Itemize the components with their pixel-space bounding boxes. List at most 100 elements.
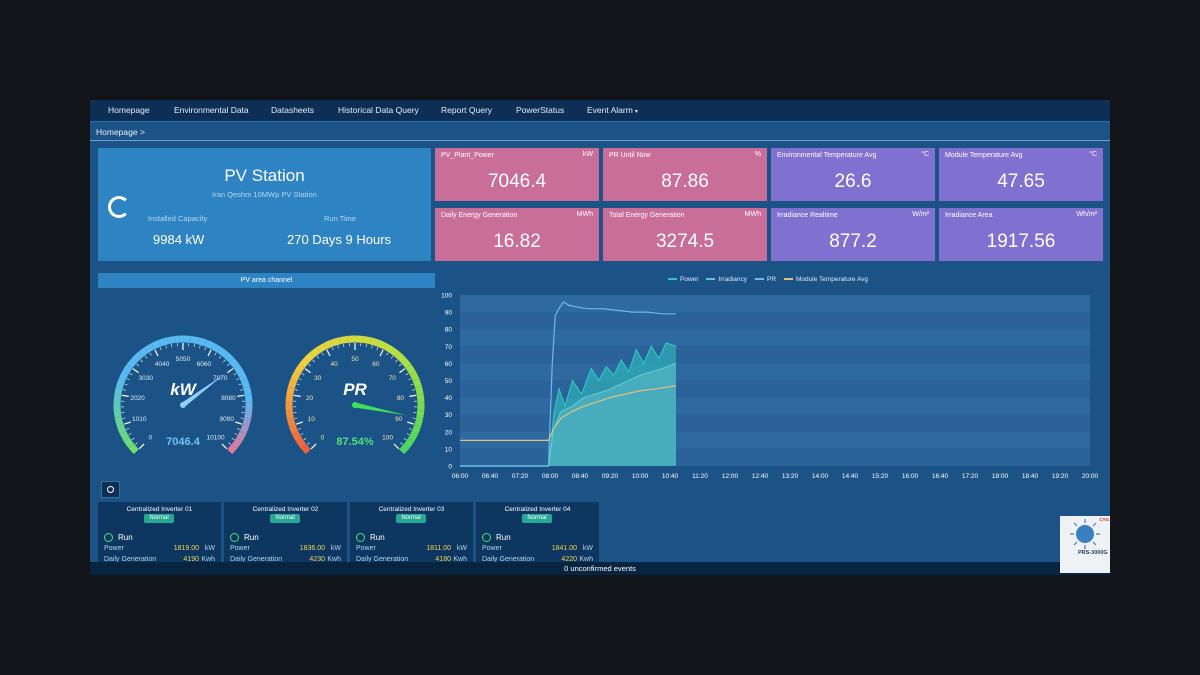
legend-item[interactable]: Irradiancy bbox=[706, 276, 747, 283]
pr-gauge-ring-segment bbox=[376, 339, 387, 350]
power-gauge-tick-mark bbox=[227, 368, 234, 374]
series-line-module-temperature-avg bbox=[460, 385, 677, 441]
pv-area-channel-button[interactable]: PV area channel bbox=[98, 273, 435, 288]
power-gauge-tick-mark bbox=[238, 383, 242, 386]
pr-gauge-tick-mark bbox=[379, 349, 384, 357]
power-gauge-tick-label: 2020 bbox=[130, 395, 145, 402]
daily-generation-label: Daily Generation bbox=[482, 556, 535, 563]
kpi-value: 7046.4 bbox=[487, 171, 547, 192]
nav-event-alarm[interactable]: Event Alarm ▾ bbox=[587, 105, 638, 115]
power-gauge-tick-mark bbox=[228, 442, 231, 445]
power-gauge-tick-mark bbox=[214, 352, 217, 356]
y-tick-label: 90 bbox=[445, 310, 453, 317]
pr-gauge-ring-segment bbox=[415, 386, 424, 396]
nav-historical-data-query[interactable]: Historical Data Query bbox=[338, 105, 419, 115]
nav-powerstatus[interactable]: PowerStatus bbox=[516, 105, 565, 115]
power-gauge-ring-segment bbox=[144, 343, 155, 354]
nav-homepage[interactable]: Homepage bbox=[108, 105, 150, 115]
pr-gauge-tick-label: 90 bbox=[395, 416, 403, 423]
pr-gauge-ring-segment bbox=[411, 424, 422, 435]
pr-gauge-ring-segment bbox=[404, 437, 415, 449]
power-gauge-ring-segment bbox=[128, 443, 139, 455]
kpi-label: Environmental Temperature Avg bbox=[777, 152, 877, 159]
kpi-value: 1917.56 bbox=[986, 231, 1056, 252]
power-gauge-tick-label: 1010 bbox=[132, 416, 147, 423]
pr-gauge-tick-mark bbox=[386, 352, 389, 356]
inverter-card-3[interactable]: Centralized Inverter 03 Normal Run Power 181… bbox=[350, 502, 473, 565]
power-gauge-tick-mark bbox=[207, 349, 212, 357]
power-gauge-ring-segment bbox=[122, 364, 133, 375]
pr-gauge-tick-mark bbox=[326, 349, 331, 357]
pr-gauge-tick-mark bbox=[337, 345, 339, 349]
power-label: Power bbox=[482, 545, 502, 552]
pr-gauge-tick-label: 10 bbox=[308, 416, 316, 423]
pr-gauge-tick-mark bbox=[412, 417, 416, 419]
kpi-label: Irradiance Realtime bbox=[777, 212, 838, 219]
power-gauge-ring-segment bbox=[123, 437, 134, 449]
pr-gauge-ring-segment bbox=[300, 443, 311, 455]
power-gauge-ring-segment bbox=[119, 431, 130, 442]
power-gauge-tick-label: 8080 bbox=[221, 395, 236, 402]
legend-item[interactable]: PR bbox=[754, 276, 776, 283]
pr-gauge-tick-mark bbox=[403, 437, 407, 441]
legend-swatch bbox=[706, 278, 716, 281]
power-gauge-tick-mark bbox=[240, 417, 244, 419]
pr-gauge-tick-label: 80 bbox=[397, 395, 405, 402]
nav-environmental-data[interactable]: Environmental Data bbox=[174, 105, 249, 115]
inverter-name: Centralized Inverter 03 bbox=[378, 506, 445, 513]
inverter-card-2[interactable]: Centralized Inverter 02 Normal Run Power 183… bbox=[224, 502, 347, 565]
power-gauge-ring-segment bbox=[158, 337, 169, 347]
legend-swatch bbox=[784, 278, 794, 281]
pr-gauge-tick-mark bbox=[400, 442, 403, 445]
kpi-unit: W/m² bbox=[912, 211, 929, 218]
pr-gauge-ring-segment bbox=[395, 352, 407, 363]
chart-band bbox=[460, 380, 1090, 398]
nav-datasheets[interactable]: Datasheets bbox=[271, 105, 314, 115]
pr-gauge-tick-mark bbox=[296, 383, 300, 386]
chart-band bbox=[460, 363, 1090, 381]
power-gauge-ring-segment bbox=[236, 431, 247, 442]
pr-gauge-tick-label: 70 bbox=[389, 375, 397, 382]
inverter-name: Centralized Inverter 04 bbox=[504, 506, 571, 513]
power-gauge-needle bbox=[181, 373, 225, 408]
power-gauge-tick-label: 10100 bbox=[206, 435, 224, 442]
refresh-button[interactable] bbox=[101, 481, 120, 498]
legend-item[interactable]: Module Temperature Avg bbox=[784, 276, 868, 283]
daily-generation-value: 4190 bbox=[183, 556, 199, 563]
kpi-unit: % bbox=[754, 151, 761, 158]
pr-gauge-ring-segment bbox=[330, 337, 341, 347]
power-gauge-tick-label: 4040 bbox=[155, 361, 170, 368]
unconfirmed-events[interactable]: 0 unconfirmed events bbox=[564, 564, 636, 573]
pr-gauge-ring-segment bbox=[288, 378, 298, 389]
nav-report-query[interactable]: Report Query bbox=[441, 105, 493, 115]
pr-gauge-tick-label: 20 bbox=[306, 395, 314, 402]
power-gauge-value: 7046.4 bbox=[166, 436, 201, 448]
power-gauge-tick-mark bbox=[138, 443, 145, 450]
pr-gauge-tick-mark bbox=[376, 347, 379, 351]
x-tick-label: 20:00 bbox=[1082, 473, 1099, 480]
pr-gauge-tick-label: 30 bbox=[314, 375, 322, 382]
inverter-card-4[interactable]: Centralized Inverter 04 Normal Run Power 184… bbox=[476, 502, 599, 565]
x-tick-label: 13:20 bbox=[782, 473, 799, 480]
installed-capacity-value: 9984 kW bbox=[153, 232, 205, 247]
pr-gauge-tick-mark bbox=[321, 352, 324, 356]
power-gauge-tick-mark bbox=[124, 383, 128, 386]
daily-generation-unit: Kwh bbox=[453, 556, 467, 563]
inverter-card-1[interactable]: Centralized Inverter 01 Normal Run Power 181… bbox=[98, 502, 221, 565]
kpi-unit: °C bbox=[921, 151, 929, 158]
pr-gauge-tick-label: 0 bbox=[321, 435, 325, 442]
circle-icon bbox=[107, 486, 114, 493]
power-gauge-needle-hub bbox=[180, 402, 186, 408]
power-label: Power bbox=[104, 545, 124, 552]
kpi-label: PR Until Now bbox=[609, 152, 651, 159]
power-gauge-tick-mark bbox=[231, 437, 235, 441]
kpi-label: PV_Plant_Power bbox=[441, 152, 494, 159]
pr-gauge-tick-mark bbox=[298, 378, 302, 381]
breadcrumb[interactable]: Homepage > bbox=[96, 127, 145, 137]
power-gauge-tick-mark bbox=[236, 378, 240, 381]
chart-band bbox=[460, 329, 1090, 347]
kpi-card-daily-energy-generation: Daily Energy Generation MWh 16.82 bbox=[435, 208, 599, 261]
legend-item[interactable]: Power bbox=[668, 276, 698, 283]
series-line-irradiancy bbox=[460, 362, 677, 467]
inverter-name: Centralized Inverter 01 bbox=[126, 506, 193, 513]
